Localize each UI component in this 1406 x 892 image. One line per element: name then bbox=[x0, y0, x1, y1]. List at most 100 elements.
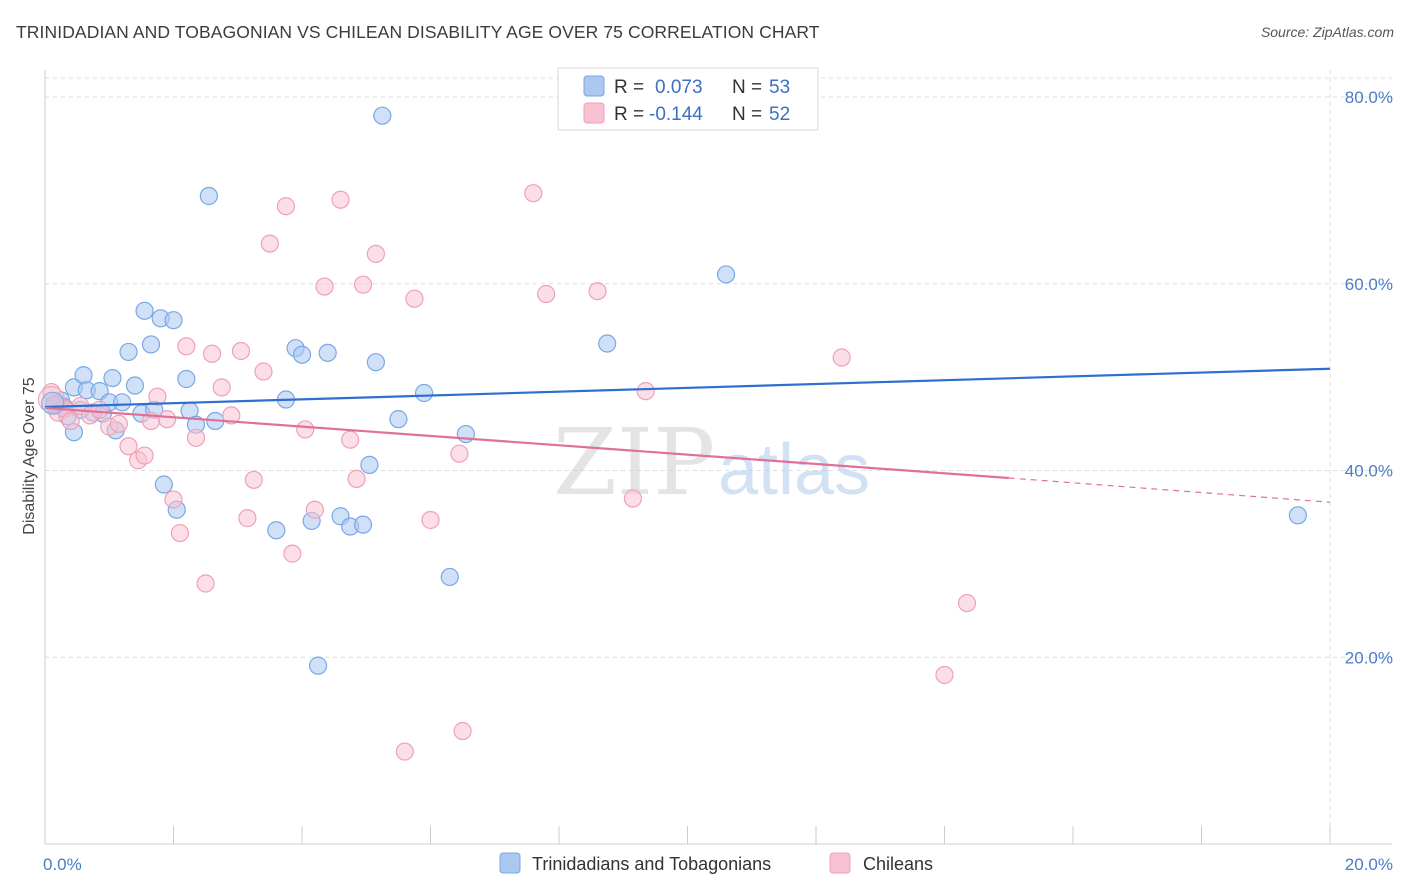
stats-legend: R = 0.073 N = 53 R = -0.144 N = 52 bbox=[557, 67, 819, 131]
point-chileans bbox=[170, 523, 190, 543]
point-chileans bbox=[588, 282, 607, 301]
watermark: ZIP atlas bbox=[553, 409, 870, 516]
point-chileans bbox=[395, 742, 414, 761]
point-chileans bbox=[296, 420, 315, 439]
point-trinidadians bbox=[598, 334, 617, 353]
point-trinidadians bbox=[135, 301, 154, 320]
point-trinidadians bbox=[292, 345, 312, 364]
point-trinidadians bbox=[103, 368, 122, 388]
point-chileans bbox=[196, 574, 215, 593]
y-tick-label: 40.0% bbox=[1345, 462, 1393, 481]
trend-line-chileans-extension bbox=[1008, 477, 1331, 503]
y-tick-label: 60.0% bbox=[1345, 275, 1393, 294]
point-trinidadians-cluster bbox=[41, 391, 65, 415]
point-chileans bbox=[353, 275, 373, 294]
stats-r-label-pink: R = bbox=[614, 104, 644, 125]
point-chileans bbox=[331, 190, 350, 209]
point-chileans bbox=[405, 289, 424, 308]
point-chileans bbox=[135, 446, 154, 465]
point-chileans bbox=[276, 197, 296, 216]
stats-legend-swatch-pink bbox=[583, 102, 605, 124]
point-chileans bbox=[623, 489, 642, 508]
watermark-atlas: atlas bbox=[718, 430, 870, 510]
point-chileans bbox=[222, 406, 241, 425]
point-trinidadians bbox=[366, 353, 385, 372]
point-chileans bbox=[305, 500, 324, 519]
point-chileans bbox=[957, 593, 977, 613]
trend-line-trinidadians bbox=[44, 367, 1331, 409]
point-chileans bbox=[832, 348, 851, 367]
point-trinidadians bbox=[164, 311, 183, 330]
point-trinidadians bbox=[119, 342, 138, 362]
stats-n-label-blue: N = bbox=[732, 77, 762, 98]
stats-r-value-blue: 0.073 bbox=[655, 77, 703, 98]
point-chileans bbox=[202, 344, 222, 363]
point-chileans bbox=[119, 437, 138, 456]
point-chileans bbox=[450, 444, 469, 463]
point-trinidadians bbox=[125, 376, 145, 395]
point-trinidadians bbox=[177, 369, 196, 389]
stats-r-value-pink: -0.144 bbox=[649, 104, 703, 125]
point-trinidadians bbox=[716, 265, 736, 284]
point-chileans bbox=[366, 244, 385, 263]
stats-n-label-pink: N = bbox=[732, 104, 762, 125]
legend-swatch-chileans bbox=[829, 852, 851, 874]
point-trinidadians bbox=[360, 455, 379, 474]
point-trinidadians bbox=[318, 343, 337, 362]
legend-label-chileans: Chileans bbox=[863, 854, 933, 874]
point-chileans bbox=[61, 411, 80, 431]
point-chileans bbox=[347, 469, 366, 489]
point-trinidadians bbox=[373, 106, 392, 125]
stats-r-label-blue: R = bbox=[614, 77, 644, 98]
point-chileans bbox=[212, 378, 231, 397]
y-tick-label: 80.0% bbox=[1345, 88, 1393, 107]
source-label: Source: ZipAtlas.com bbox=[1260, 24, 1394, 40]
point-trinidadians bbox=[440, 567, 459, 587]
point-chileans bbox=[453, 721, 472, 741]
point-trinidadians bbox=[74, 366, 93, 385]
point-chileans bbox=[231, 341, 251, 361]
x-tick-label: 20.0% bbox=[1345, 855, 1393, 874]
x-tick-label: 0.0% bbox=[43, 855, 82, 874]
point-chileans bbox=[341, 430, 360, 449]
point-chileans bbox=[177, 337, 196, 356]
point-chileans bbox=[157, 410, 177, 429]
point-chileans bbox=[164, 490, 183, 509]
point-trinidadians bbox=[1288, 506, 1307, 525]
point-chileans bbox=[254, 362, 273, 381]
point-chileans bbox=[109, 414, 128, 433]
point-chileans bbox=[238, 509, 257, 528]
point-chileans bbox=[90, 400, 109, 419]
point-chileans bbox=[636, 382, 655, 401]
y-axis-label: Disability Age Over 75 bbox=[21, 377, 38, 535]
point-chileans bbox=[148, 387, 167, 406]
point-trinidadians bbox=[112, 393, 132, 412]
trend-lines bbox=[44, 367, 1331, 503]
point-chileans bbox=[935, 665, 954, 685]
point-chileans bbox=[186, 428, 206, 447]
point-trinidadians bbox=[353, 515, 373, 534]
point-trinidadians bbox=[141, 335, 161, 354]
data-points bbox=[37, 106, 1307, 761]
legend-label-trinidadians: Trinidadians and Tobagonians bbox=[532, 854, 771, 874]
stats-n-value-blue: 53 bbox=[769, 77, 790, 98]
point-chileans bbox=[315, 277, 334, 296]
point-trinidadians bbox=[389, 410, 408, 429]
point-trinidadians bbox=[199, 186, 218, 206]
y-tick-label: 20.0% bbox=[1345, 648, 1393, 667]
stats-legend-swatch-blue bbox=[583, 75, 605, 97]
point-chileans bbox=[260, 234, 279, 253]
series-legend: Trinidadians and Tobagonians Chileans bbox=[499, 852, 933, 874]
trend-line-chileans bbox=[44, 406, 1009, 480]
tick-labels: 20.0% 40.0% 60.0% 80.0% 0.0% 20.0% bbox=[43, 88, 1393, 874]
chart-title: TRINIDADIAN AND TOBAGONIAN VS CHILEAN DI… bbox=[16, 22, 820, 42]
point-chileans bbox=[244, 470, 263, 489]
point-trinidadians bbox=[267, 521, 286, 540]
point-chileans bbox=[524, 184, 543, 203]
stats-n-value-pink: 52 bbox=[769, 104, 790, 125]
point-chileans bbox=[283, 544, 302, 563]
axes bbox=[44, 70, 1392, 845]
point-chileans bbox=[537, 284, 556, 304]
grid-lines bbox=[45, 70, 1392, 844]
